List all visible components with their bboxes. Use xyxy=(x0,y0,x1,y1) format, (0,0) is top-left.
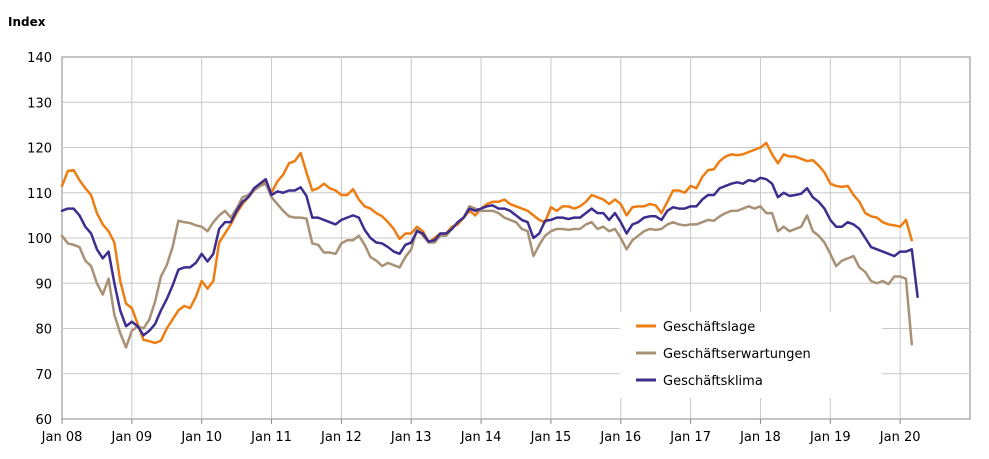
x-tick-label: Jan 14 xyxy=(460,430,502,445)
y-tick-label: 130 xyxy=(27,96,52,111)
y-tick-label: 140 xyxy=(27,51,52,66)
series-lines xyxy=(60,141,919,349)
legend-label-3: Geschäftsklima xyxy=(663,374,763,389)
y-tick-label: 120 xyxy=(27,142,52,157)
x-tick-label: Jan 13 xyxy=(390,430,432,445)
x-tick-label: Jan 17 xyxy=(669,430,711,445)
legend-label-2: Geschäftserwartungen xyxy=(663,347,811,362)
y-tick-label: 90 xyxy=(35,277,52,292)
x-tick-label: Jan 19 xyxy=(809,430,851,445)
y-tick-label: 60 xyxy=(35,413,52,428)
series-line-3 xyxy=(60,176,919,337)
x-tick-label: Jan 20 xyxy=(879,430,921,445)
legend-label-1: Geschäftslage xyxy=(663,320,755,335)
series-line-2 xyxy=(60,182,914,349)
series-line-1 xyxy=(60,141,914,345)
y-tick-label: 70 xyxy=(35,368,52,383)
x-tick-label: Jan 12 xyxy=(320,430,362,445)
legend-box xyxy=(620,312,882,398)
x-tick-label: Jan 11 xyxy=(250,430,292,445)
y-axis-ticks: 60 70 80 90 100 110 120 130 140 xyxy=(27,51,52,428)
legend: Geschäftslage Geschäftserwartungen Geschäf… xyxy=(620,312,882,398)
x-tick-label: Jan 18 xyxy=(739,430,781,445)
y-tick-label: 80 xyxy=(35,323,52,338)
y-tick-label: 100 xyxy=(27,232,52,247)
grid-lines xyxy=(62,57,970,419)
x-tick-label: Jan 08 xyxy=(41,430,83,445)
x-tick-label: Jan 10 xyxy=(180,430,222,445)
y-axis-label: Index xyxy=(8,15,46,29)
x-tick-label: Jan 16 xyxy=(599,430,641,445)
x-tick-label: Jan 09 xyxy=(110,430,152,445)
x-tick-label: Jan 15 xyxy=(530,430,572,445)
y-tick-label: 110 xyxy=(27,187,52,202)
x-axis-ticks: Jan 08 Jan 09 Jan 10 Jan 11 Jan 12 Jan 13 Jan … xyxy=(41,419,921,445)
